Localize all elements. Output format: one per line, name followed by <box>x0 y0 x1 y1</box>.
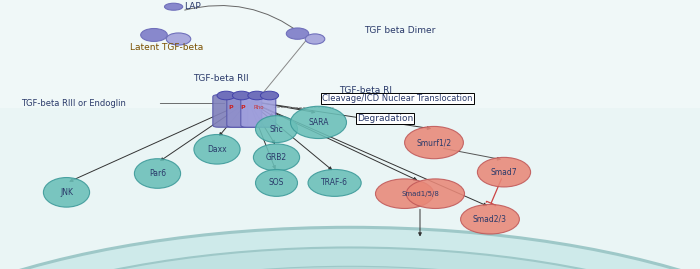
Ellipse shape <box>217 91 235 100</box>
Text: TGF-beta RII: TGF-beta RII <box>193 73 248 83</box>
Text: SARA: SARA <box>308 118 329 127</box>
Text: TGF-beta RI: TGF-beta RI <box>340 86 393 95</box>
Ellipse shape <box>260 91 279 100</box>
Text: Cleavage/ICD Nuclear Translocation: Cleavage/ICD Nuclear Translocation <box>322 94 472 103</box>
Text: Par6: Par6 <box>149 169 166 178</box>
FancyBboxPatch shape <box>0 0 700 108</box>
Ellipse shape <box>134 159 181 188</box>
Text: LAP: LAP <box>184 2 201 11</box>
Ellipse shape <box>194 134 240 164</box>
Ellipse shape <box>248 91 266 100</box>
Text: TRAF-6: TRAF-6 <box>321 178 348 187</box>
Ellipse shape <box>256 116 298 143</box>
Text: Smad7: Smad7 <box>491 168 517 177</box>
Text: Smurf1/2: Smurf1/2 <box>416 138 452 147</box>
Ellipse shape <box>286 28 309 39</box>
Ellipse shape <box>405 126 463 159</box>
Text: SOS: SOS <box>269 178 284 187</box>
Text: Daxx: Daxx <box>207 145 227 154</box>
Text: Smad2/3: Smad2/3 <box>473 215 507 224</box>
Ellipse shape <box>290 106 346 139</box>
Ellipse shape <box>0 266 700 269</box>
Ellipse shape <box>256 169 298 196</box>
Circle shape <box>164 3 183 10</box>
Ellipse shape <box>232 91 251 100</box>
Text: Smad1/5/8: Smad1/5/8 <box>401 191 439 197</box>
Ellipse shape <box>406 179 465 208</box>
Text: TGF beta Dimer: TGF beta Dimer <box>364 26 435 35</box>
Text: Degradation: Degradation <box>357 114 413 123</box>
Ellipse shape <box>375 179 434 208</box>
Text: GRB2: GRB2 <box>266 153 287 162</box>
Ellipse shape <box>167 33 190 45</box>
Text: Rho: Rho <box>253 105 265 110</box>
Ellipse shape <box>141 29 167 41</box>
Ellipse shape <box>0 227 700 269</box>
Ellipse shape <box>43 178 90 207</box>
FancyBboxPatch shape <box>227 95 262 127</box>
Text: TGF-beta RIII or Endoglin: TGF-beta RIII or Endoglin <box>21 99 126 108</box>
FancyBboxPatch shape <box>213 95 248 127</box>
Text: Shc: Shc <box>270 125 284 134</box>
Ellipse shape <box>461 204 519 234</box>
Ellipse shape <box>308 169 361 196</box>
Ellipse shape <box>477 157 531 187</box>
Text: JNK: JNK <box>60 188 73 197</box>
FancyBboxPatch shape <box>241 95 276 127</box>
Text: Latent TGF-beta: Latent TGF-beta <box>130 43 203 52</box>
Ellipse shape <box>0 247 700 269</box>
Text: P: P <box>229 105 233 110</box>
Text: P: P <box>241 105 245 110</box>
Ellipse shape <box>253 144 300 171</box>
Ellipse shape <box>305 34 325 44</box>
